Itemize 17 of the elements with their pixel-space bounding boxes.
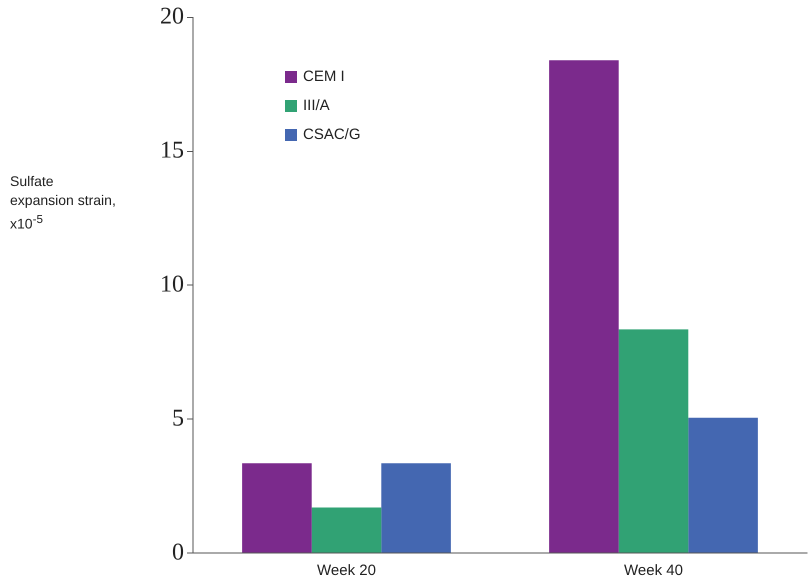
x-tick-label: Week 20: [317, 562, 376, 580]
legend-label: CEM I: [303, 68, 345, 85]
bar: [242, 463, 312, 552]
bar: [549, 60, 619, 552]
x-tick-label: Week 40: [624, 562, 683, 580]
bar: [688, 418, 758, 552]
y-tick-label: 20: [160, 4, 184, 30]
y-tick-label: 5: [172, 405, 184, 432]
bar: [381, 463, 451, 552]
bar: [312, 507, 382, 552]
legend-label: III/A: [303, 97, 330, 114]
y-axis-title: Sulfate expansion strain, x10$^{-5}$: [10, 172, 117, 234]
y-tick-label: 15: [160, 138, 184, 164]
bar: [618, 329, 688, 552]
legend-label: CSAC/G: [303, 126, 361, 143]
y-tick-label: 0: [172, 539, 184, 566]
y-tick-label: 10: [160, 271, 184, 298]
